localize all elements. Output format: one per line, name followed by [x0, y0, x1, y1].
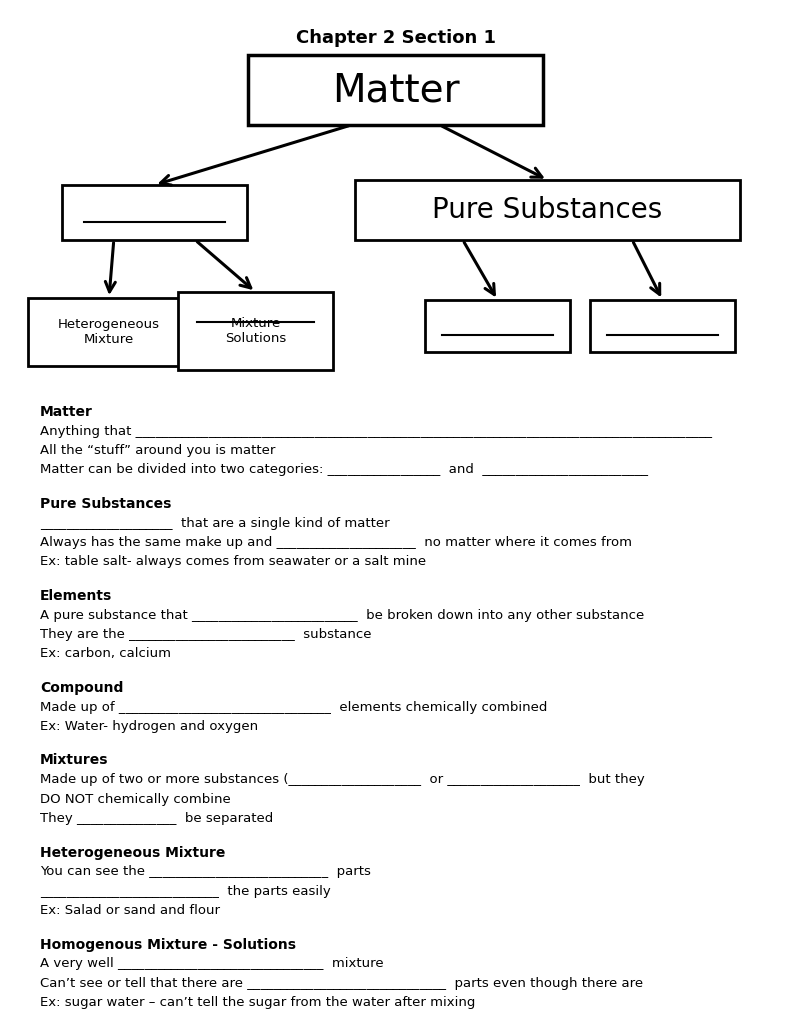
Text: Made up of ________________________________  elements chemically combined: Made up of _____________________________… — [40, 700, 547, 714]
Text: You can see the ___________________________  parts: You can see the ________________________… — [40, 865, 371, 878]
Text: Heterogeneous Mixture: Heterogeneous Mixture — [40, 846, 225, 859]
Text: ___________________________  the parts easily: ___________________________ the parts ea… — [40, 885, 331, 897]
Text: Chapter 2 Section 1: Chapter 2 Section 1 — [296, 29, 495, 47]
Text: They _______________  be separated: They _______________ be separated — [40, 812, 273, 825]
Bar — [425, 300, 570, 352]
Text: Mixture
Solutions: Mixture Solutions — [225, 317, 286, 345]
Text: Matter: Matter — [331, 71, 460, 109]
Text: Pure Substances: Pure Substances — [433, 196, 663, 224]
Text: DO NOT chemically combine: DO NOT chemically combine — [40, 793, 231, 806]
Bar — [28, 298, 190, 366]
Text: Compound: Compound — [40, 681, 123, 695]
Text: Ex: Salad or sand and flour: Ex: Salad or sand and flour — [40, 904, 220, 918]
Text: Mixtures: Mixtures — [40, 754, 108, 768]
Text: A very well _______________________________  mixture: A very well ____________________________… — [40, 957, 384, 970]
Text: Can’t see or tell that there are ______________________________  parts even thou: Can’t see or tell that there are _______… — [40, 977, 643, 989]
Text: Ex: Water- hydrogen and oxygen: Ex: Water- hydrogen and oxygen — [40, 720, 258, 733]
Text: Matter: Matter — [40, 406, 93, 419]
Text: All the “stuff” around you is matter: All the “stuff” around you is matter — [40, 444, 275, 457]
Text: ____________________  that are a single kind of matter: ____________________ that are a single k… — [40, 516, 390, 529]
Bar — [248, 55, 543, 125]
Text: A pure substance that _________________________  be broken down into any other s: A pure substance that __________________… — [40, 608, 644, 622]
Text: Ex: table salt- always comes from seawater or a salt mine: Ex: table salt- always comes from seawat… — [40, 555, 426, 568]
Text: Ex: sugar water – can’t tell the sugar from the water after mixing: Ex: sugar water – can’t tell the sugar f… — [40, 996, 475, 1009]
Text: Pure Substances: Pure Substances — [40, 497, 172, 511]
Text: Matter can be divided into two categories: _________________  and  _____________: Matter can be divided into two categorie… — [40, 464, 648, 476]
Bar — [355, 180, 740, 240]
Text: Always has the same make up and _____________________  no matter where it comes : Always has the same make up and ________… — [40, 536, 632, 549]
Text: Anything that __________________________________________________________________: Anything that __________________________… — [40, 425, 712, 437]
Bar — [62, 185, 247, 240]
Bar — [590, 300, 735, 352]
Text: Made up of two or more substances (____________________  or ____________________: Made up of two or more substances (_____… — [40, 773, 645, 786]
Text: Heterogeneous
Mixture: Heterogeneous Mixture — [58, 318, 160, 346]
Bar — [178, 292, 333, 370]
Text: Ex: carbon, calcium: Ex: carbon, calcium — [40, 647, 171, 660]
Text: They are the _________________________  substance: They are the _________________________ s… — [40, 628, 372, 641]
Text: Homogenous Mixture - Solutions: Homogenous Mixture - Solutions — [40, 938, 296, 951]
Text: Elements: Elements — [40, 589, 112, 603]
